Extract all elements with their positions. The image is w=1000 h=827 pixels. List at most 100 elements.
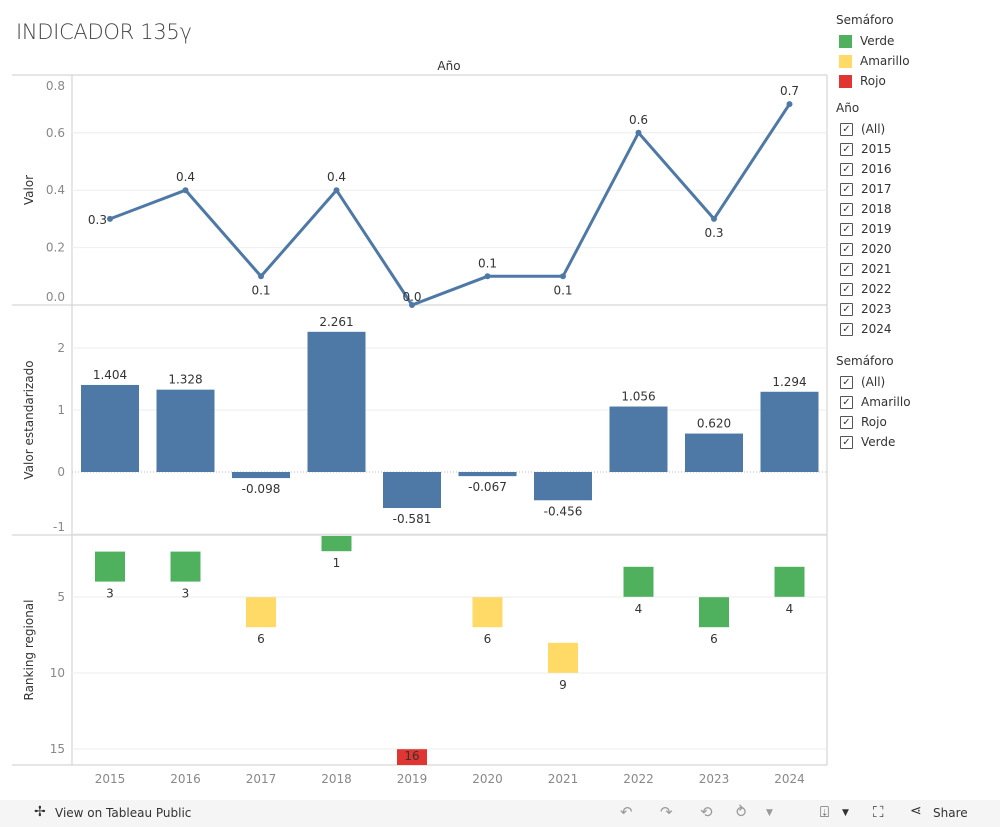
data-label: 1.056 — [621, 390, 655, 404]
checkbox-checked-icon[interactable]: ✓ — [840, 435, 853, 449]
checkbox-checked-icon[interactable]: ✓ — [840, 222, 853, 236]
filter-option-label: 2023 — [861, 302, 892, 316]
column-header: Año — [437, 59, 460, 73]
rank-bar — [95, 551, 125, 582]
y-tick-label: 1 — [57, 403, 65, 417]
data-point — [635, 129, 642, 136]
checkbox-checked-icon[interactable]: ✓ — [840, 415, 853, 429]
filter-option[interactable]: ✓ Amarillo — [836, 392, 911, 412]
data-label: 1 — [333, 556, 341, 570]
filter-option[interactable]: ✓ 2017 — [836, 179, 892, 199]
data-label: 6 — [484, 632, 492, 646]
semaforo-filter-title: Semáforo — [836, 354, 894, 368]
legend-label: Rojo — [860, 74, 886, 88]
data-label: 0.7 — [780, 84, 799, 98]
data-label: 0.1 — [553, 283, 572, 297]
filter-option-label: 2017 — [861, 182, 892, 196]
bar — [685, 433, 743, 472]
download-chevron-icon[interactable]: ▼ — [842, 808, 849, 818]
bar — [760, 391, 819, 472]
revert-icon[interactable]: ⟲ — [700, 803, 713, 821]
filter-option[interactable]: ✓ 2024 — [836, 319, 892, 339]
x-tick-label: 2020 — [472, 772, 503, 786]
filter-option[interactable]: ✓ 2023 — [836, 299, 892, 319]
series-line — [109, 103, 791, 307]
legend-item[interactable]: Amarillo — [836, 51, 910, 71]
y-tick-label: 0.2 — [46, 241, 65, 255]
redo-icon[interactable]: ↷ — [660, 803, 673, 821]
checkbox-checked-icon[interactable]: ✓ — [840, 395, 853, 409]
rank-bar — [397, 749, 427, 765]
data-label: 0.3 — [704, 226, 723, 240]
filter-option[interactable]: ✓ 2018 — [836, 199, 892, 219]
checkbox-checked-icon[interactable]: ✓ — [840, 202, 853, 216]
data-point — [786, 101, 793, 108]
checkbox-checked-icon[interactable]: ✓ — [840, 182, 853, 196]
filter-option[interactable]: ✓ (All) — [836, 372, 911, 392]
chevron-down-icon[interactable]: ▼ — [766, 808, 773, 818]
y-tick-label: 2 — [57, 341, 65, 355]
data-label: 0.1 — [478, 256, 497, 270]
filter-option[interactable]: ✓ Rojo — [836, 412, 911, 432]
checkbox-checked-icon[interactable]: ✓ — [840, 322, 853, 336]
filter-option-label: 2021 — [861, 262, 892, 276]
semaforo-legend: Semáforo Verde Amarillo Rojo — [836, 13, 910, 91]
legend-swatch — [839, 74, 852, 88]
data-point — [333, 187, 340, 194]
checkbox-checked-icon[interactable]: ✓ — [840, 375, 853, 389]
legend-item[interactable]: Rojo — [836, 71, 910, 91]
y-tick-label: 0.0 — [46, 290, 65, 304]
filter-option-label: 2016 — [861, 162, 892, 176]
checkbox-checked-icon[interactable]: ✓ — [840, 242, 853, 256]
fullscreen-icon[interactable]: ⛶ — [873, 803, 884, 821]
undo-icon[interactable]: ↶ — [620, 803, 633, 821]
refresh-icon[interactable]: ⥁ — [736, 803, 747, 821]
semaforo-filter: Semáforo ✓ (All) ✓ Amarillo ✓ Rojo ✓ Verde — [836, 354, 911, 452]
x-tick-label: 2018 — [321, 772, 352, 786]
filter-option[interactable]: ✓ 2016 — [836, 159, 892, 179]
legend-title: Semáforo — [836, 13, 894, 27]
bar — [232, 472, 290, 479]
checkbox-checked-icon[interactable]: ✓ — [840, 162, 853, 176]
x-tick-label: 2019 — [397, 772, 428, 786]
checkbox-checked-icon[interactable]: ✓ — [840, 142, 853, 156]
filter-option-label: 2020 — [861, 242, 892, 256]
rank-bar — [774, 566, 805, 597]
rank-bar — [472, 597, 503, 628]
download-icon[interactable]: ⍗ — [820, 803, 830, 821]
data-label: -0.456 — [544, 504, 583, 518]
data-point — [107, 215, 113, 222]
data-label: 0.620 — [697, 417, 731, 431]
x-tick-label: 2022 — [623, 772, 654, 786]
filter-option-label: (All) — [861, 375, 886, 389]
data-label: 0.4 — [176, 170, 195, 184]
data-label: 4 — [786, 602, 794, 616]
data-point — [409, 302, 415, 308]
filter-option[interactable]: ✓ Verde — [836, 432, 911, 452]
checkbox-checked-icon[interactable]: ✓ — [840, 262, 853, 276]
filter-option[interactable]: ✓ 2020 — [836, 239, 892, 259]
year-filter-title: Año — [836, 101, 860, 115]
share-button[interactable]: Share — [933, 806, 968, 820]
filter-option[interactable]: ✓ 2015 — [836, 139, 892, 159]
legend-label: Amarillo — [860, 54, 910, 68]
filter-option[interactable]: ✓ 2021 — [836, 259, 892, 279]
data-label: -0.067 — [468, 480, 507, 494]
data-label: 0.0 — [402, 290, 421, 304]
filter-option[interactable]: ✓ (All) — [836, 119, 892, 139]
y-axis-title: Valor — [22, 175, 36, 205]
data-point — [560, 273, 566, 280]
y-axis-title: Ranking regional — [22, 600, 36, 701]
view-on-tableau-link[interactable]: View on Tableau Public — [55, 806, 192, 820]
share-icon[interactable]: ⋖ — [910, 803, 922, 819]
dashboard-title: INDICADOR 135γ — [16, 20, 192, 44]
data-label: 1.294 — [772, 375, 806, 389]
y-axis-title: Valor estandarizado — [22, 360, 36, 479]
filter-option[interactable]: ✓ 2019 — [836, 219, 892, 239]
checkbox-checked-icon[interactable]: ✓ — [840, 122, 853, 136]
checkbox-checked-icon[interactable]: ✓ — [840, 282, 853, 296]
y-tick-label: 10 — [50, 666, 65, 680]
legend-item[interactable]: Verde — [836, 31, 910, 51]
checkbox-checked-icon[interactable]: ✓ — [840, 302, 853, 316]
filter-option[interactable]: ✓ 2022 — [836, 279, 892, 299]
